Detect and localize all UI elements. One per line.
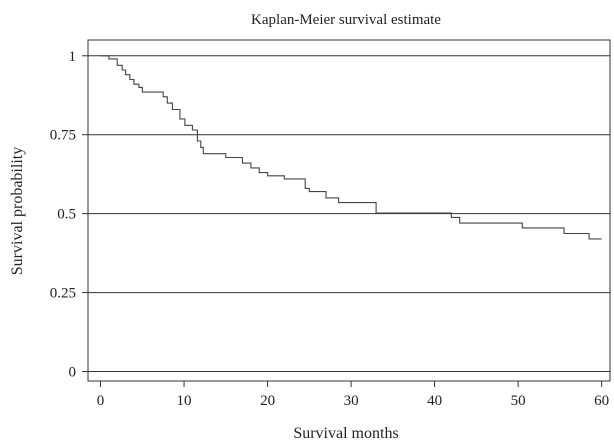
- series: [100, 55, 602, 240]
- survival-step-line: [100, 55, 602, 240]
- y-tick-label: 0.5: [57, 207, 76, 223]
- y-tick-label: 1: [69, 49, 77, 65]
- x-axis-label: Survival months: [293, 425, 398, 442]
- y-tick-label: 0.75: [50, 128, 76, 144]
- x-tick-label: 0: [97, 393, 105, 409]
- x-tick-label: 40: [427, 393, 442, 409]
- x-tick-label: 10: [177, 393, 192, 409]
- y-axis-label: Survival probability: [9, 147, 26, 275]
- x-tick-label: 50: [511, 393, 526, 409]
- gridlines: [88, 55, 610, 373]
- chart-title: Kaplan-Meier survival estimate: [251, 12, 441, 28]
- plot-frame: [87, 39, 611, 382]
- y-tick-label: 0: [69, 365, 77, 381]
- x-tick-label: 20: [260, 393, 275, 409]
- y-tick-label: 0.25: [50, 286, 76, 302]
- x-tick-label: 60: [594, 393, 609, 409]
- x-tick-label: 30: [344, 393, 359, 409]
